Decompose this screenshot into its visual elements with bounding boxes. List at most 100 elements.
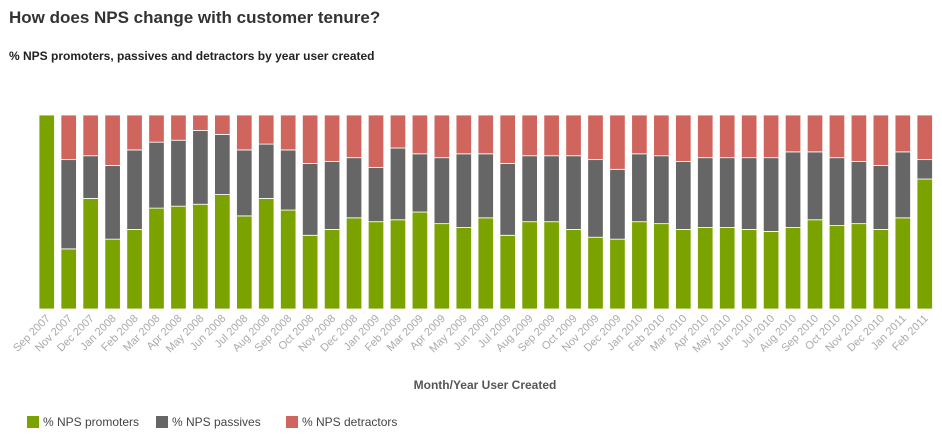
bar-nps-promoters-jul-2010 (762, 230, 780, 310)
bar-nps-passives-sep-2010 (806, 151, 824, 221)
bar-nps-detractors-jan-2009 (367, 114, 385, 168)
bar-nps-detractors-aug-2008 (258, 114, 275, 145)
bar-nps-detractors-nov-2010 (850, 114, 868, 162)
bar-nps-detractors-may-2008 (192, 114, 209, 131)
bar-nps-passives-may-2010 (719, 157, 736, 228)
bar-nps-detractors-mar-2010 (675, 114, 692, 162)
bar-nps-passives-aug-2010 (784, 151, 802, 228)
bar-nps-passives-jan-2010 (631, 153, 648, 223)
bar-nps-promoters-oct-2009 (565, 229, 582, 310)
bar-nps-detractors-jun-2010 (741, 114, 758, 159)
bar-nps-promoters-jul-2008 (236, 215, 253, 310)
legend-item-nps-passives[interactable]: % NPS passives (156, 415, 261, 429)
bar-nps-promoters-mar-2010 (675, 229, 692, 310)
bar-nps-detractors-mar-2009 (411, 114, 429, 155)
bar-nps-detractors-jul-2008 (236, 114, 253, 151)
bar-nps-passives-nov-2010 (850, 161, 868, 225)
bar-nps-detractors-jan-2011 (894, 114, 911, 153)
bar-nps-detractors-apr-2009 (433, 114, 451, 159)
bar-nps-promoters-nov-2008 (323, 229, 341, 310)
bar-nps-passives-dec-2008 (345, 157, 363, 219)
bar-nps-detractors-may-2010 (719, 114, 736, 159)
bar-nps-passives-jul-2010 (762, 157, 780, 232)
bar-nps-detractors-jun-2009 (477, 114, 494, 155)
bar-nps-passives-sep-2009 (543, 155, 560, 223)
bar-nps-detractors-apr-2008 (170, 114, 187, 141)
legend-item-nps-detractors[interactable]: % NPS detractors (286, 415, 397, 429)
legend-swatch (27, 416, 39, 428)
bar-nps-passives-apr-2008 (170, 139, 187, 207)
bar-nps-promoters-oct-2008 (301, 234, 319, 310)
bar-nps-passives-dec-2009 (609, 168, 626, 240)
bar-nps-passives-feb-2011 (916, 159, 933, 180)
bar-nps-promoters-sep-2010 (806, 219, 824, 310)
bar-nps-promoters-nov-2007 (60, 248, 77, 310)
bar-nps-passives-may-2009 (455, 153, 472, 228)
bar-nps-passives-nov-2009 (587, 159, 604, 238)
bar-nps-detractors-dec-2008 (345, 114, 363, 159)
bar-nps-promoters-oct-2010 (828, 225, 846, 310)
bar-nps-promoters-sep-2009 (543, 221, 560, 310)
bar-nps-detractors-apr-2010 (697, 114, 714, 159)
bar-nps-promoters-apr-2008 (170, 205, 187, 310)
bar-nps-promoters-dec-2010 (872, 229, 889, 310)
bar-nps-passives-oct-2009 (565, 155, 582, 230)
bar-nps-promoters-may-2010 (719, 227, 736, 310)
bar-nps-detractors-jul-2010 (762, 114, 780, 159)
bar-nps-detractors-aug-2009 (521, 114, 538, 157)
bar-nps-passives-aug-2009 (521, 155, 538, 223)
bar-nps-passives-jun-2008 (214, 133, 231, 195)
bar-nps-detractors-may-2009 (455, 114, 472, 155)
bar-nps-promoters-nov-2010 (850, 223, 868, 310)
bar-nps-promoters-apr-2010 (697, 227, 714, 310)
bar-nps-passives-feb-2010 (653, 155, 670, 225)
bar-nps-passives-dec-2007 (82, 155, 99, 199)
bar-nps-passives-mar-2008 (148, 141, 165, 209)
bar-nps-promoters-mar-2009 (411, 211, 429, 310)
bar-nps-detractors-mar-2008 (148, 114, 165, 143)
x-axis-title: Month/Year User Created (414, 378, 557, 392)
legend-label: % NPS detractors (302, 415, 397, 429)
bar-nps-passives-feb-2008 (126, 149, 143, 230)
legend-label: % NPS passives (172, 415, 261, 429)
bar-nps-promoters-jan-2008 (104, 238, 121, 310)
bar-nps-promoters-dec-2007 (82, 198, 99, 310)
bar-nps-passives-nov-2008 (323, 161, 341, 230)
bar-nps-promoters-aug-2009 (521, 221, 538, 310)
bar-nps-detractors-sep-2009 (543, 114, 560, 157)
bar-nps-promoters-sep-2007 (38, 114, 55, 310)
bar-nps-promoters-dec-2008 (345, 217, 363, 310)
legend-item-nps-promoters[interactable]: % NPS promoters (27, 415, 139, 429)
bar-nps-promoters-mar-2008 (148, 207, 165, 310)
bar-nps-passives-aug-2008 (258, 143, 275, 199)
bar-nps-promoters-dec-2009 (609, 238, 626, 310)
bar-nps-passives-jun-2010 (741, 157, 758, 230)
bar-nps-passives-jan-2008 (104, 165, 121, 240)
bar-nps-detractors-dec-2010 (872, 114, 889, 166)
bar-nps-promoters-feb-2011 (916, 178, 933, 310)
bar-nps-detractors-oct-2008 (301, 114, 319, 164)
bar-nps-detractors-aug-2010 (784, 114, 802, 153)
bar-nps-promoters-aug-2010 (784, 227, 802, 310)
legend-label: % NPS promoters (43, 415, 139, 429)
bar-nps-detractors-nov-2007 (60, 114, 77, 161)
bar-nps-passives-apr-2010 (697, 157, 714, 228)
bar-nps-promoters-jan-2010 (631, 221, 648, 310)
bar-nps-promoters-aug-2008 (258, 198, 275, 310)
bar-nps-passives-oct-2008 (301, 163, 319, 236)
bar-nps-passives-sep-2008 (280, 149, 297, 211)
bar-nps-promoters-jun-2008 (214, 194, 231, 310)
bar-nps-passives-mar-2010 (675, 161, 692, 230)
bar-nps-passives-apr-2009 (433, 157, 451, 225)
legend-swatch (286, 416, 298, 428)
bar-nps-detractors-jun-2008 (214, 114, 231, 135)
legend: % NPS promoters % NPS passives % NPS detra… (27, 415, 397, 429)
bar-nps-promoters-apr-2009 (433, 223, 451, 310)
bar-nps-promoters-may-2009 (455, 227, 472, 310)
bar-nps-detractors-jul-2009 (499, 114, 516, 164)
bar-nps-detractors-dec-2007 (82, 114, 99, 157)
bar-nps-detractors-dec-2009 (609, 114, 626, 170)
bar-nps-detractors-feb-2008 (126, 114, 143, 151)
